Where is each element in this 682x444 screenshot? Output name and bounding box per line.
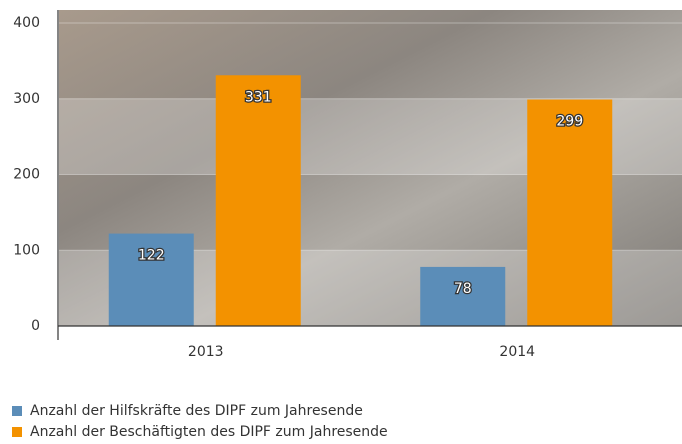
y-tick-label: 400 [13,15,40,31]
x-tick-label: 2013 [188,344,224,360]
data-label: 122 [138,248,165,264]
y-tick-label: 0 [31,318,40,334]
data-label: 78 [454,281,472,297]
legend-label: Anzahl der Hilfskräfte des DIPF zum Jahr… [30,403,363,419]
data-label: 299 [556,114,583,130]
y-tick-label: 100 [13,242,40,258]
legend-label: Anzahl der Beschäftigten des DIPF zum Ja… [30,424,388,440]
data-label: 331 [245,89,272,105]
bar [216,75,301,326]
legend-swatch [12,427,22,437]
y-tick-label: 300 [13,91,40,107]
legend-swatch [12,406,22,416]
y-tick-label: 200 [13,167,40,183]
chart: 0 100 200 300 400 2013 122 331 2014 78 299 Anzahl d… [0,0,682,444]
bar [527,100,612,326]
x-tick-label: 2014 [499,344,535,360]
